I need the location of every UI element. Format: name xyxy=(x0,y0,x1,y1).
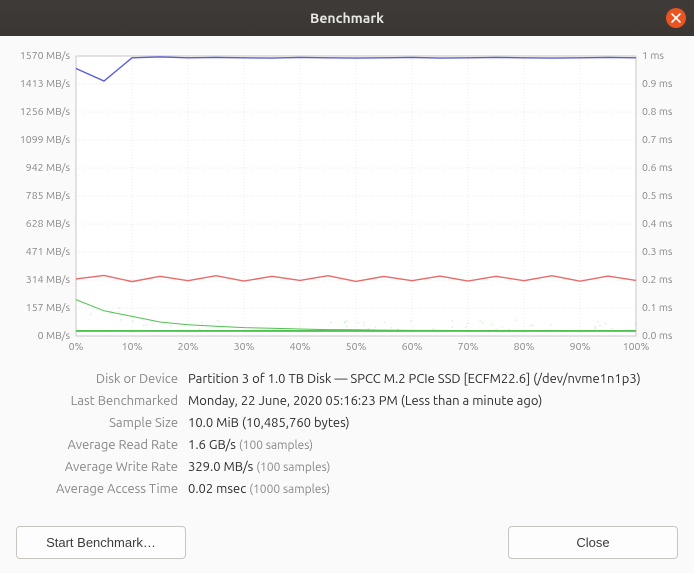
label-sample-size: Sample Size xyxy=(16,416,178,430)
content-area: 0 MB/s0.0 ms157 MB/s0.1 ms314 MB/s0.2 ms… xyxy=(0,36,694,573)
value-avg-write: 329.0 MB/s (100 samples) xyxy=(188,460,678,474)
svg-text:471 MB/s: 471 MB/s xyxy=(26,245,71,257)
value-last-benchmarked: Monday, 22 June, 2020 05:16:23 PM (Less … xyxy=(188,394,678,408)
svg-text:0.8 ms: 0.8 ms xyxy=(642,105,673,117)
svg-text:60%: 60% xyxy=(402,340,423,352)
svg-text:90%: 90% xyxy=(570,340,591,352)
svg-text:0.4 ms: 0.4 ms xyxy=(642,217,673,229)
svg-text:1 ms: 1 ms xyxy=(642,50,664,61)
svg-text:785 MB/s: 785 MB/s xyxy=(26,189,71,201)
label-avg-write: Average Write Rate xyxy=(16,460,178,474)
svg-text:70%: 70% xyxy=(458,340,479,352)
svg-text:0.3 ms: 0.3 ms xyxy=(642,245,673,257)
svg-text:100%: 100% xyxy=(623,340,650,352)
svg-text:1099 MB/s: 1099 MB/s xyxy=(20,133,71,145)
value-avg-access: 0.02 msec (1000 samples) xyxy=(188,482,678,496)
svg-text:1570 MB/s: 1570 MB/s xyxy=(20,50,71,61)
close-button[interactable]: Close xyxy=(508,526,678,559)
titlebar: Benchmark xyxy=(0,0,694,36)
svg-text:0.7 ms: 0.7 ms xyxy=(642,133,673,145)
svg-text:157 MB/s: 157 MB/s xyxy=(26,301,71,313)
label-avg-read: Average Read Rate xyxy=(16,438,178,452)
value-sample-size: 10.0 MiB (10,485,760 bytes) xyxy=(188,416,678,430)
svg-text:30%: 30% xyxy=(234,340,255,352)
button-row: Start Benchmark… Close xyxy=(16,514,678,559)
window-title: Benchmark xyxy=(310,10,384,26)
svg-text:10%: 10% xyxy=(122,340,143,352)
svg-text:628 MB/s: 628 MB/s xyxy=(26,217,71,229)
svg-text:0.9 ms: 0.9 ms xyxy=(642,77,673,89)
svg-text:40%: 40% xyxy=(290,340,311,352)
svg-text:0%: 0% xyxy=(69,340,84,352)
svg-text:314 MB/s: 314 MB/s xyxy=(26,273,71,285)
label-disk: Disk or Device xyxy=(16,372,178,386)
svg-text:50%: 50% xyxy=(346,340,367,352)
svg-text:0.5 ms: 0.5 ms xyxy=(642,189,673,201)
benchmark-chart: 0 MB/s0.0 ms157 MB/s0.1 ms314 MB/s0.2 ms… xyxy=(16,50,678,360)
start-benchmark-button[interactable]: Start Benchmark… xyxy=(16,526,186,559)
svg-text:20%: 20% xyxy=(178,340,199,352)
svg-text:0.6 ms: 0.6 ms xyxy=(642,161,673,173)
value-disk: Partition 3 of 1.0 TB Disk — SPCC M.2 PC… xyxy=(188,372,678,386)
svg-text:1413 MB/s: 1413 MB/s xyxy=(20,77,71,89)
svg-text:942 MB/s: 942 MB/s xyxy=(26,161,71,173)
svg-text:1256 MB/s: 1256 MB/s xyxy=(20,105,71,117)
window-close-button[interactable] xyxy=(666,8,686,28)
label-last-benchmarked: Last Benchmarked xyxy=(16,394,178,408)
svg-text:0.2 ms: 0.2 ms xyxy=(642,273,673,285)
svg-text:0 MB/s: 0 MB/s xyxy=(38,329,71,341)
svg-text:80%: 80% xyxy=(514,340,535,352)
close-icon xyxy=(671,13,681,23)
info-grid: Disk or Device Partition 3 of 1.0 TB Dis… xyxy=(16,372,678,496)
value-avg-read: 1.6 GB/s (100 samples) xyxy=(188,438,678,452)
label-avg-access: Average Access Time xyxy=(16,482,178,496)
svg-text:0.1 ms: 0.1 ms xyxy=(642,301,673,313)
